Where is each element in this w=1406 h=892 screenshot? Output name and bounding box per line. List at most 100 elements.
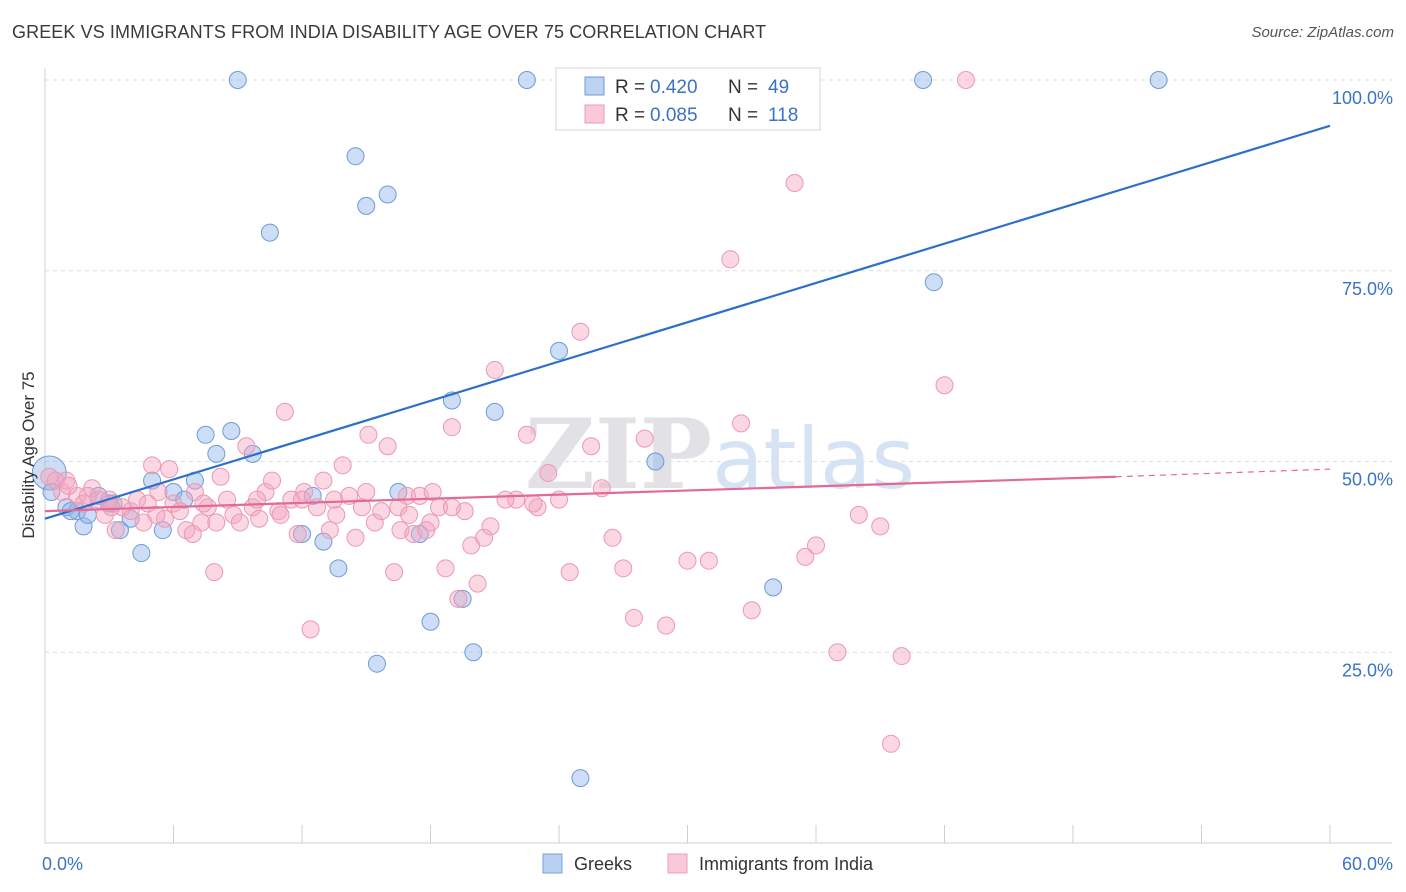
- legend-n-label: N =: [728, 105, 758, 126]
- x-tick-label-min: 0.0%: [42, 854, 83, 874]
- greeks-point: [571, 769, 590, 788]
- greeks-point: [924, 273, 943, 292]
- greeks-point: [421, 612, 440, 631]
- chart-title: GREEK VS IMMIGRANTS FROM INDIA DISABILIT…: [12, 22, 767, 42]
- india-point: [320, 521, 339, 540]
- india-point: [95, 505, 114, 524]
- india-point: [218, 490, 237, 509]
- india-point: [333, 456, 352, 475]
- x-tick-label-max: 60.0%: [1342, 854, 1393, 874]
- y-tick-label: 50.0%: [1342, 470, 1393, 490]
- india-point: [207, 513, 226, 532]
- greeks-point: [293, 524, 311, 543]
- india-point: [250, 509, 269, 528]
- legend-n-value: 118: [768, 105, 798, 126]
- india-point: [732, 414, 751, 433]
- india-point: [635, 429, 654, 448]
- legend-swatch: [584, 104, 605, 124]
- india-point: [230, 513, 249, 532]
- india-point: [271, 505, 290, 524]
- watermark: ZIPatlas: [525, 398, 915, 511]
- greeks-point: [303, 486, 322, 505]
- india-point: [481, 517, 500, 536]
- greeks-point: [1149, 71, 1168, 89]
- india-point: [796, 547, 815, 566]
- india-point: [699, 551, 718, 570]
- india-point: [678, 551, 697, 570]
- india-point: [785, 174, 804, 193]
- india-point: [211, 467, 230, 486]
- bottom-legend-label: Immigrants from India: [699, 854, 874, 874]
- source-label: Source: ZipAtlas.com: [1251, 24, 1394, 41]
- india-point: [956, 71, 975, 89]
- india-point: [571, 322, 590, 341]
- india-point: [121, 502, 140, 521]
- y-tick-label: 100.0%: [1332, 88, 1393, 108]
- greeks-point: [550, 341, 568, 360]
- india-point: [385, 563, 404, 582]
- greeks-point: [357, 196, 376, 215]
- india-point: [293, 490, 311, 509]
- india-point: [183, 524, 202, 543]
- india-point: [828, 643, 847, 662]
- y-axis-label: Disability Age Over 75: [19, 371, 38, 538]
- india-point: [288, 524, 307, 543]
- india-point: [346, 528, 365, 547]
- india-point: [496, 490, 515, 509]
- india-point: [237, 437, 256, 456]
- greeks-point: [222, 421, 241, 440]
- india-point: [468, 574, 487, 593]
- india-point: [657, 616, 676, 635]
- greeks-point: [228, 71, 247, 89]
- greeks-point: [110, 521, 129, 540]
- india-point: [871, 517, 890, 536]
- greeks-point: [453, 589, 472, 608]
- india-point: [147, 505, 166, 524]
- india-point: [314, 471, 333, 490]
- bottom-legend: Greeks Immigrants from India: [542, 853, 874, 874]
- india-point: [301, 620, 320, 639]
- india-point: [603, 528, 622, 547]
- india-point: [539, 463, 558, 482]
- watermark-text: ZIPatlas: [525, 398, 915, 511]
- legend-n-label: N =: [728, 77, 758, 98]
- india-point: [881, 734, 900, 753]
- greeks-point: [378, 185, 397, 204]
- india-point: [365, 513, 384, 532]
- india-point: [275, 402, 294, 421]
- grid-lines: [45, 79, 1392, 653]
- india-point: [248, 490, 267, 509]
- greeks-point: [42, 483, 61, 502]
- india-point: [582, 437, 601, 456]
- legend-r-value: 0.085: [650, 105, 698, 126]
- india-trend-line: [44, 475, 1116, 513]
- india-point: [436, 559, 455, 578]
- india-point: [224, 505, 243, 524]
- bottom-legend-swatch: [667, 853, 688, 874]
- india-point: [170, 502, 189, 521]
- india-point: [614, 559, 633, 578]
- greeks-point: [74, 517, 93, 536]
- x-tick-labels: 0.0% 60.0%: [42, 854, 1393, 874]
- india-point: [475, 528, 494, 547]
- india-point: [560, 563, 579, 582]
- india-point: [421, 513, 440, 532]
- india-point: [205, 563, 224, 582]
- greeks-point: [764, 578, 783, 597]
- legend-r-label: R =: [615, 105, 645, 126]
- india-point: [78, 486, 97, 505]
- india-point: [155, 509, 174, 528]
- india-point: [892, 647, 911, 666]
- india-point: [325, 490, 344, 509]
- india-point: [352, 498, 371, 517]
- india-point: [357, 483, 376, 502]
- greeks-point: [132, 544, 151, 563]
- india-trend-extension: [1115, 468, 1331, 478]
- legend-r-label: R =: [615, 77, 645, 98]
- india-point: [59, 476, 78, 495]
- legend-swatch: [584, 76, 605, 96]
- india-point: [263, 471, 282, 490]
- india-point: [807, 536, 825, 555]
- greeks-point: [329, 559, 348, 578]
